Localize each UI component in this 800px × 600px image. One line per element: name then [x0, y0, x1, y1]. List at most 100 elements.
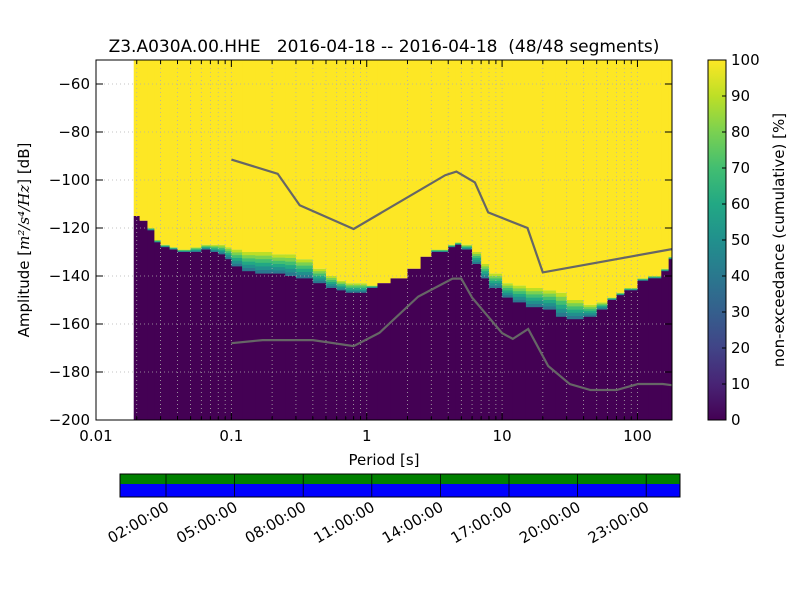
heat-column-43-low	[607, 300, 617, 420]
y-tick-label-6: −80	[58, 123, 90, 141]
heat-column-15-mid-4	[272, 267, 286, 271]
heat-column-41-mid-1	[583, 306, 598, 310]
heat-column-27-low	[420, 256, 432, 420]
y-axis-label-math: m²/s⁴/Hz	[15, 185, 33, 250]
heat-column-2-mid-1	[147, 228, 155, 230]
heat-column-22-mid-2	[353, 286, 368, 289]
heat-column-20-mid-2	[336, 284, 347, 286]
heat-column-12-mid-5	[231, 263, 243, 267]
heat-column-29-low	[448, 247, 456, 420]
heat-column-14-mid-3	[255, 262, 273, 267]
heat-column-39-mid-4	[555, 308, 568, 314]
heat-column-12-high	[231, 60, 243, 250]
heat-column-22-mid-1	[353, 284, 368, 287]
heat-column-45-high	[624, 60, 638, 288]
psd-heatmap	[133, 60, 672, 420]
heat-column-39-mid-5	[555, 312, 568, 318]
heat-column-44-mid-3	[616, 294, 625, 295]
heat-column-42-mid-3	[596, 306, 608, 308]
heat-column-30-mid-3	[455, 243, 462, 245]
heat-column-19-mid-3	[325, 282, 338, 285]
heat-column-19-mid-2	[325, 280, 338, 283]
timeline-frame	[119, 473, 681, 498]
heat-column-16-mid-3	[285, 265, 297, 270]
heat-column-6-high	[177, 60, 192, 250]
heat-column-41-low	[583, 316, 598, 420]
heat-column-30-mid-4	[455, 244, 462, 245]
heat-column-2-mid-5	[147, 230, 155, 231]
heat-column-36-low	[512, 302, 527, 420]
heat-column-3-mid-4	[154, 241, 162, 243]
heat-column-3-mid-0	[154, 240, 162, 241]
heat-column-34-mid-3	[488, 280, 503, 284]
heat-column-29-mid-4	[448, 246, 456, 248]
heat-column-21-high	[345, 60, 355, 284]
noise-model-low-line	[231, 277, 672, 392]
heat-column-19-mid-1	[325, 278, 338, 281]
heat-column-35-mid-0	[502, 283, 514, 286]
heat-column-14-low	[255, 273, 273, 420]
colorbar-tick-label-6: 60	[731, 195, 750, 213]
heat-column-32-mid-3	[472, 258, 482, 261]
heat-column-30-mid-1	[455, 242, 462, 244]
heat-column-20-mid-5	[336, 288, 347, 291]
heat-column-49-mid-1	[668, 257, 672, 258]
heat-column-47-high	[648, 60, 662, 276]
x-tick-label-4: 100	[623, 427, 652, 445]
timeline-tick-label-4: 14:00:00	[379, 498, 446, 547]
heat-column-49-mid-5	[668, 258, 672, 260]
heat-column-2-high	[147, 60, 155, 228]
heat-column-41-mid-4	[583, 312, 598, 316]
heat-column-15-high	[272, 60, 286, 255]
heat-column-32-mid-4	[472, 260, 482, 263]
heat-column-13-mid-3	[242, 261, 256, 266]
heat-column-36-high	[512, 60, 527, 286]
heat-column-22-high	[353, 60, 368, 284]
heat-column-38-high	[542, 60, 557, 291]
heat-column-43-mid-4	[607, 299, 617, 300]
colorbar-gradient	[708, 60, 726, 420]
heat-column-10-mid-4	[218, 251, 226, 254]
heat-column-45-mid-4	[624, 289, 638, 291]
heat-column-44-mid-5	[616, 294, 625, 296]
heat-column-17-mid-5	[295, 275, 314, 279]
heat-column-30-high	[455, 60, 462, 243]
heat-column-37-mid-5	[525, 304, 544, 308]
heat-column-41-mid-0	[583, 304, 598, 308]
heat-column-21-mid-4	[345, 289, 355, 292]
heat-column-18-mid-5	[312, 280, 327, 284]
heat-column-32-high	[472, 60, 482, 252]
heat-column-46-low	[637, 280, 649, 420]
heat-column-6-mid-1	[177, 250, 192, 251]
heat-column-49-mid-3	[668, 258, 672, 259]
colorbar-tick-label-0: 0	[731, 411, 741, 429]
heat-column-5-mid-3	[169, 248, 178, 250]
heat-column-8-mid-5	[201, 248, 211, 250]
heat-column-46-mid-0	[637, 278, 649, 280]
heat-column-28-mid-0	[431, 249, 449, 251]
heat-column-31-high	[461, 60, 473, 245]
heat-column-32-mid-1	[472, 254, 482, 257]
heat-column-35-low	[502, 297, 514, 420]
colorbar-tick-label-9: 90	[731, 87, 750, 105]
heat-column-2-mid-0	[147, 228, 155, 229]
heat-column-36-mid-5	[512, 299, 527, 303]
heat-column-3-mid-1	[154, 240, 162, 242]
heat-column-6-low	[177, 252, 192, 420]
heat-column-12-mid-0	[231, 249, 243, 253]
heat-column-8-low	[201, 249, 211, 420]
heat-column-9-low	[210, 252, 219, 420]
heat-column-18-mid-4	[312, 278, 327, 282]
heat-column-23-low	[366, 288, 378, 420]
heat-column-34-mid-5	[488, 285, 503, 289]
heat-column-3-mid-3	[154, 241, 162, 242]
heat-column-36-mid-2	[512, 291, 527, 295]
heat-column-35-mid-2	[502, 288, 514, 291]
heat-column-6-mid-4	[177, 251, 192, 252]
heat-column-16-mid-4	[285, 268, 297, 273]
heat-column-41-mid-2	[583, 308, 598, 312]
heat-column-0-low	[133, 216, 141, 420]
heat-column-28-mid-2	[431, 250, 449, 252]
heat-column-10-mid-1	[218, 246, 226, 249]
heat-column-20-mid-3	[336, 285, 347, 288]
